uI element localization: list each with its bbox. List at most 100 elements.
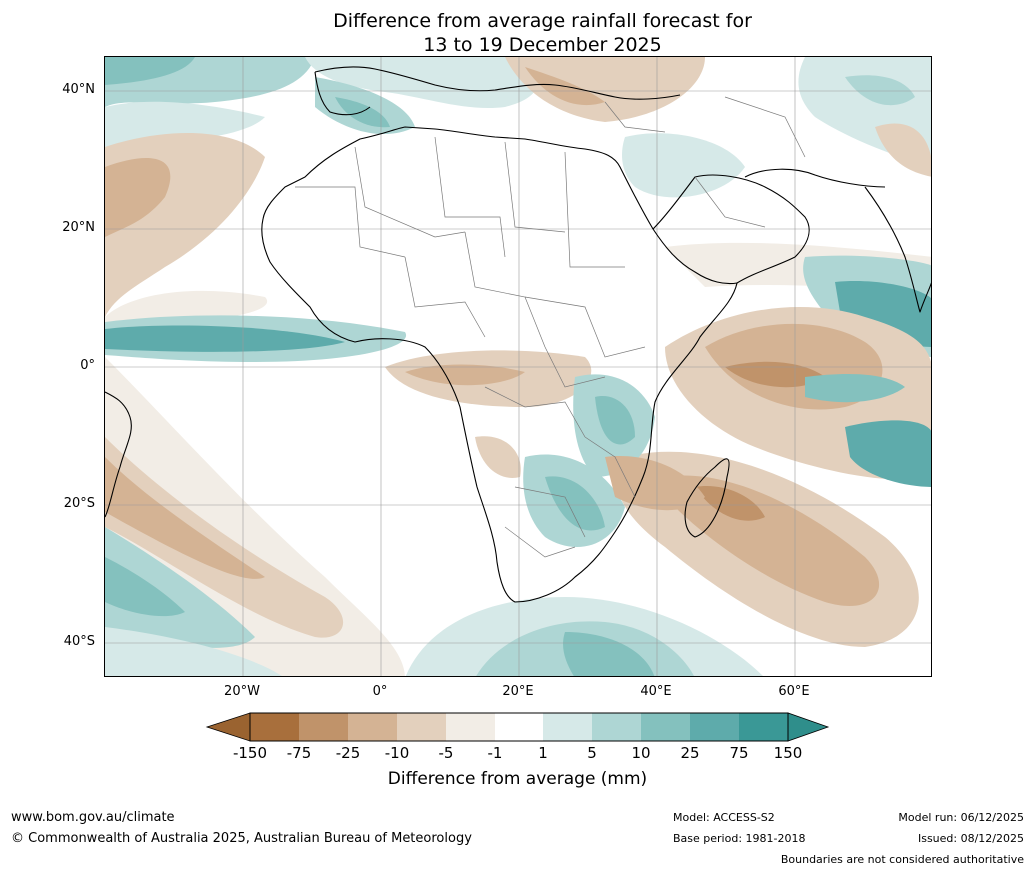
anomaly-region bbox=[805, 374, 905, 403]
colorbar-segment bbox=[446, 713, 495, 741]
colorbar-tick-label: -5 bbox=[438, 744, 454, 762]
lat-label-0: 0° bbox=[80, 358, 95, 373]
country-border bbox=[544, 346, 606, 388]
anomaly-region bbox=[105, 101, 265, 147]
colorbar-tick-label: -10 bbox=[384, 744, 410, 762]
colorbar-tick-label: 10 bbox=[631, 744, 651, 762]
south-america-coastline bbox=[105, 391, 132, 518]
country-border bbox=[504, 141, 566, 233]
anomaly-region bbox=[105, 57, 195, 85]
colorbar-segment bbox=[543, 713, 592, 741]
lon-label-60e: 60°E bbox=[778, 684, 810, 699]
colorbar-segment bbox=[641, 713, 690, 741]
anomaly-region bbox=[695, 486, 765, 521]
country-border bbox=[504, 526, 576, 558]
anomaly-region bbox=[875, 123, 931, 177]
country-border bbox=[724, 96, 806, 158]
country-border bbox=[404, 256, 486, 338]
anomaly-region bbox=[105, 325, 345, 352]
country-border bbox=[484, 386, 586, 438]
anomaly-region bbox=[105, 290, 268, 327]
copyright-text: © Commonwealth of Australia 2025, Austra… bbox=[11, 831, 472, 846]
anomaly-region bbox=[595, 396, 635, 445]
colorbar-outline bbox=[249, 712, 789, 742]
colorbar-tick-label: -75 bbox=[286, 744, 312, 762]
anomaly-region bbox=[105, 437, 344, 638]
anomaly-region bbox=[835, 281, 931, 347]
persian-gulf-coastline bbox=[744, 168, 886, 188]
colorbar-tick-label: -25 bbox=[335, 744, 361, 762]
map-canvas bbox=[105, 57, 931, 676]
country-border bbox=[434, 136, 506, 258]
colorbar-segment bbox=[690, 713, 739, 741]
anomaly-region bbox=[545, 476, 605, 531]
anomaly-region bbox=[105, 457, 265, 579]
africa-coastline bbox=[261, 126, 738, 603]
colorbar-segment bbox=[348, 713, 397, 741]
lon-label-0: 0° bbox=[372, 684, 388, 699]
colorbar-tick-label: -1 bbox=[487, 744, 503, 762]
country-border bbox=[514, 486, 586, 538]
lon-label-20e: 20°E bbox=[502, 684, 534, 699]
country-border bbox=[524, 296, 646, 358]
rainfall-anomaly-map bbox=[104, 56, 932, 677]
country-border bbox=[295, 186, 406, 258]
country-border bbox=[694, 176, 766, 228]
country-border bbox=[354, 146, 466, 238]
colorbar-tick-label: 75 bbox=[729, 744, 749, 762]
country-border bbox=[604, 101, 666, 133]
colorbar-tick-label: 5 bbox=[587, 744, 597, 762]
colorbar-tick-label: 25 bbox=[680, 744, 700, 762]
colorbar-segment bbox=[250, 713, 299, 741]
coastlines bbox=[105, 66, 931, 603]
anomaly-region bbox=[105, 527, 255, 648]
anomaly-region bbox=[505, 57, 705, 122]
anomaly-region bbox=[622, 133, 745, 198]
colorbar-under-arrow bbox=[205, 712, 251, 742]
base-period: Base period: 1981-2018 bbox=[673, 832, 806, 845]
arabia-coastline bbox=[652, 174, 810, 284]
country-border bbox=[464, 231, 546, 348]
colorbar-over-arrow bbox=[787, 712, 830, 742]
anomaly-region bbox=[605, 456, 705, 511]
anomaly-region bbox=[105, 627, 282, 676]
lat-label-20s: 20°S bbox=[63, 496, 95, 511]
colorbar-title: Difference from average (mm) bbox=[387, 769, 648, 789]
colorbar-tick-label: -150 bbox=[232, 744, 268, 762]
anomaly-region bbox=[105, 557, 185, 617]
map-title-line-2: 13 to 19 December 2025 bbox=[423, 34, 662, 56]
colorbar-segment bbox=[397, 713, 446, 741]
colorbar-tick-label: 1 bbox=[538, 744, 548, 762]
lat-label-40n: 40°N bbox=[62, 82, 95, 97]
country-border bbox=[564, 151, 625, 268]
anomaly-region bbox=[845, 75, 915, 106]
issued-date: Issued: 08/12/2025 bbox=[917, 832, 1024, 845]
colorbar-tick-label: 150 bbox=[773, 744, 803, 762]
iberia-coastline bbox=[314, 71, 371, 116]
anomaly-region bbox=[105, 158, 171, 237]
lon-label-40e: 40°E bbox=[640, 684, 672, 699]
anomaly-region bbox=[405, 364, 525, 386]
anomaly-region bbox=[845, 420, 931, 487]
lat-label-20n: 20°N bbox=[62, 220, 95, 235]
anomaly-region bbox=[475, 436, 521, 478]
country-border bbox=[584, 436, 636, 498]
colorbar-segment bbox=[592, 713, 641, 741]
website-link[interactable]: www.bom.gov.au/climate bbox=[11, 810, 175, 825]
map-title-line-1: Difference from average rainfall forecas… bbox=[333, 10, 752, 32]
colorbar-segment bbox=[299, 713, 348, 741]
lat-label-40s: 40°S bbox=[63, 634, 95, 649]
colorbar-segment bbox=[739, 713, 788, 741]
boundaries-note: Boundaries are not considered authoritat… bbox=[780, 853, 1024, 866]
country-borders bbox=[295, 96, 806, 558]
model-run-date: Model run: 06/12/2025 bbox=[898, 811, 1024, 824]
model-name: Model: ACCESS-S2 bbox=[673, 811, 775, 824]
lon-label-20w: 20°W bbox=[224, 684, 260, 699]
map-gridlines bbox=[105, 57, 931, 676]
colorbar-segment bbox=[495, 713, 543, 741]
india-coastline bbox=[864, 186, 931, 313]
colorbar bbox=[205, 712, 830, 742]
europe-coastline bbox=[314, 66, 681, 100]
madagascar-coastline bbox=[684, 458, 730, 538]
anomaly-region bbox=[725, 361, 825, 388]
